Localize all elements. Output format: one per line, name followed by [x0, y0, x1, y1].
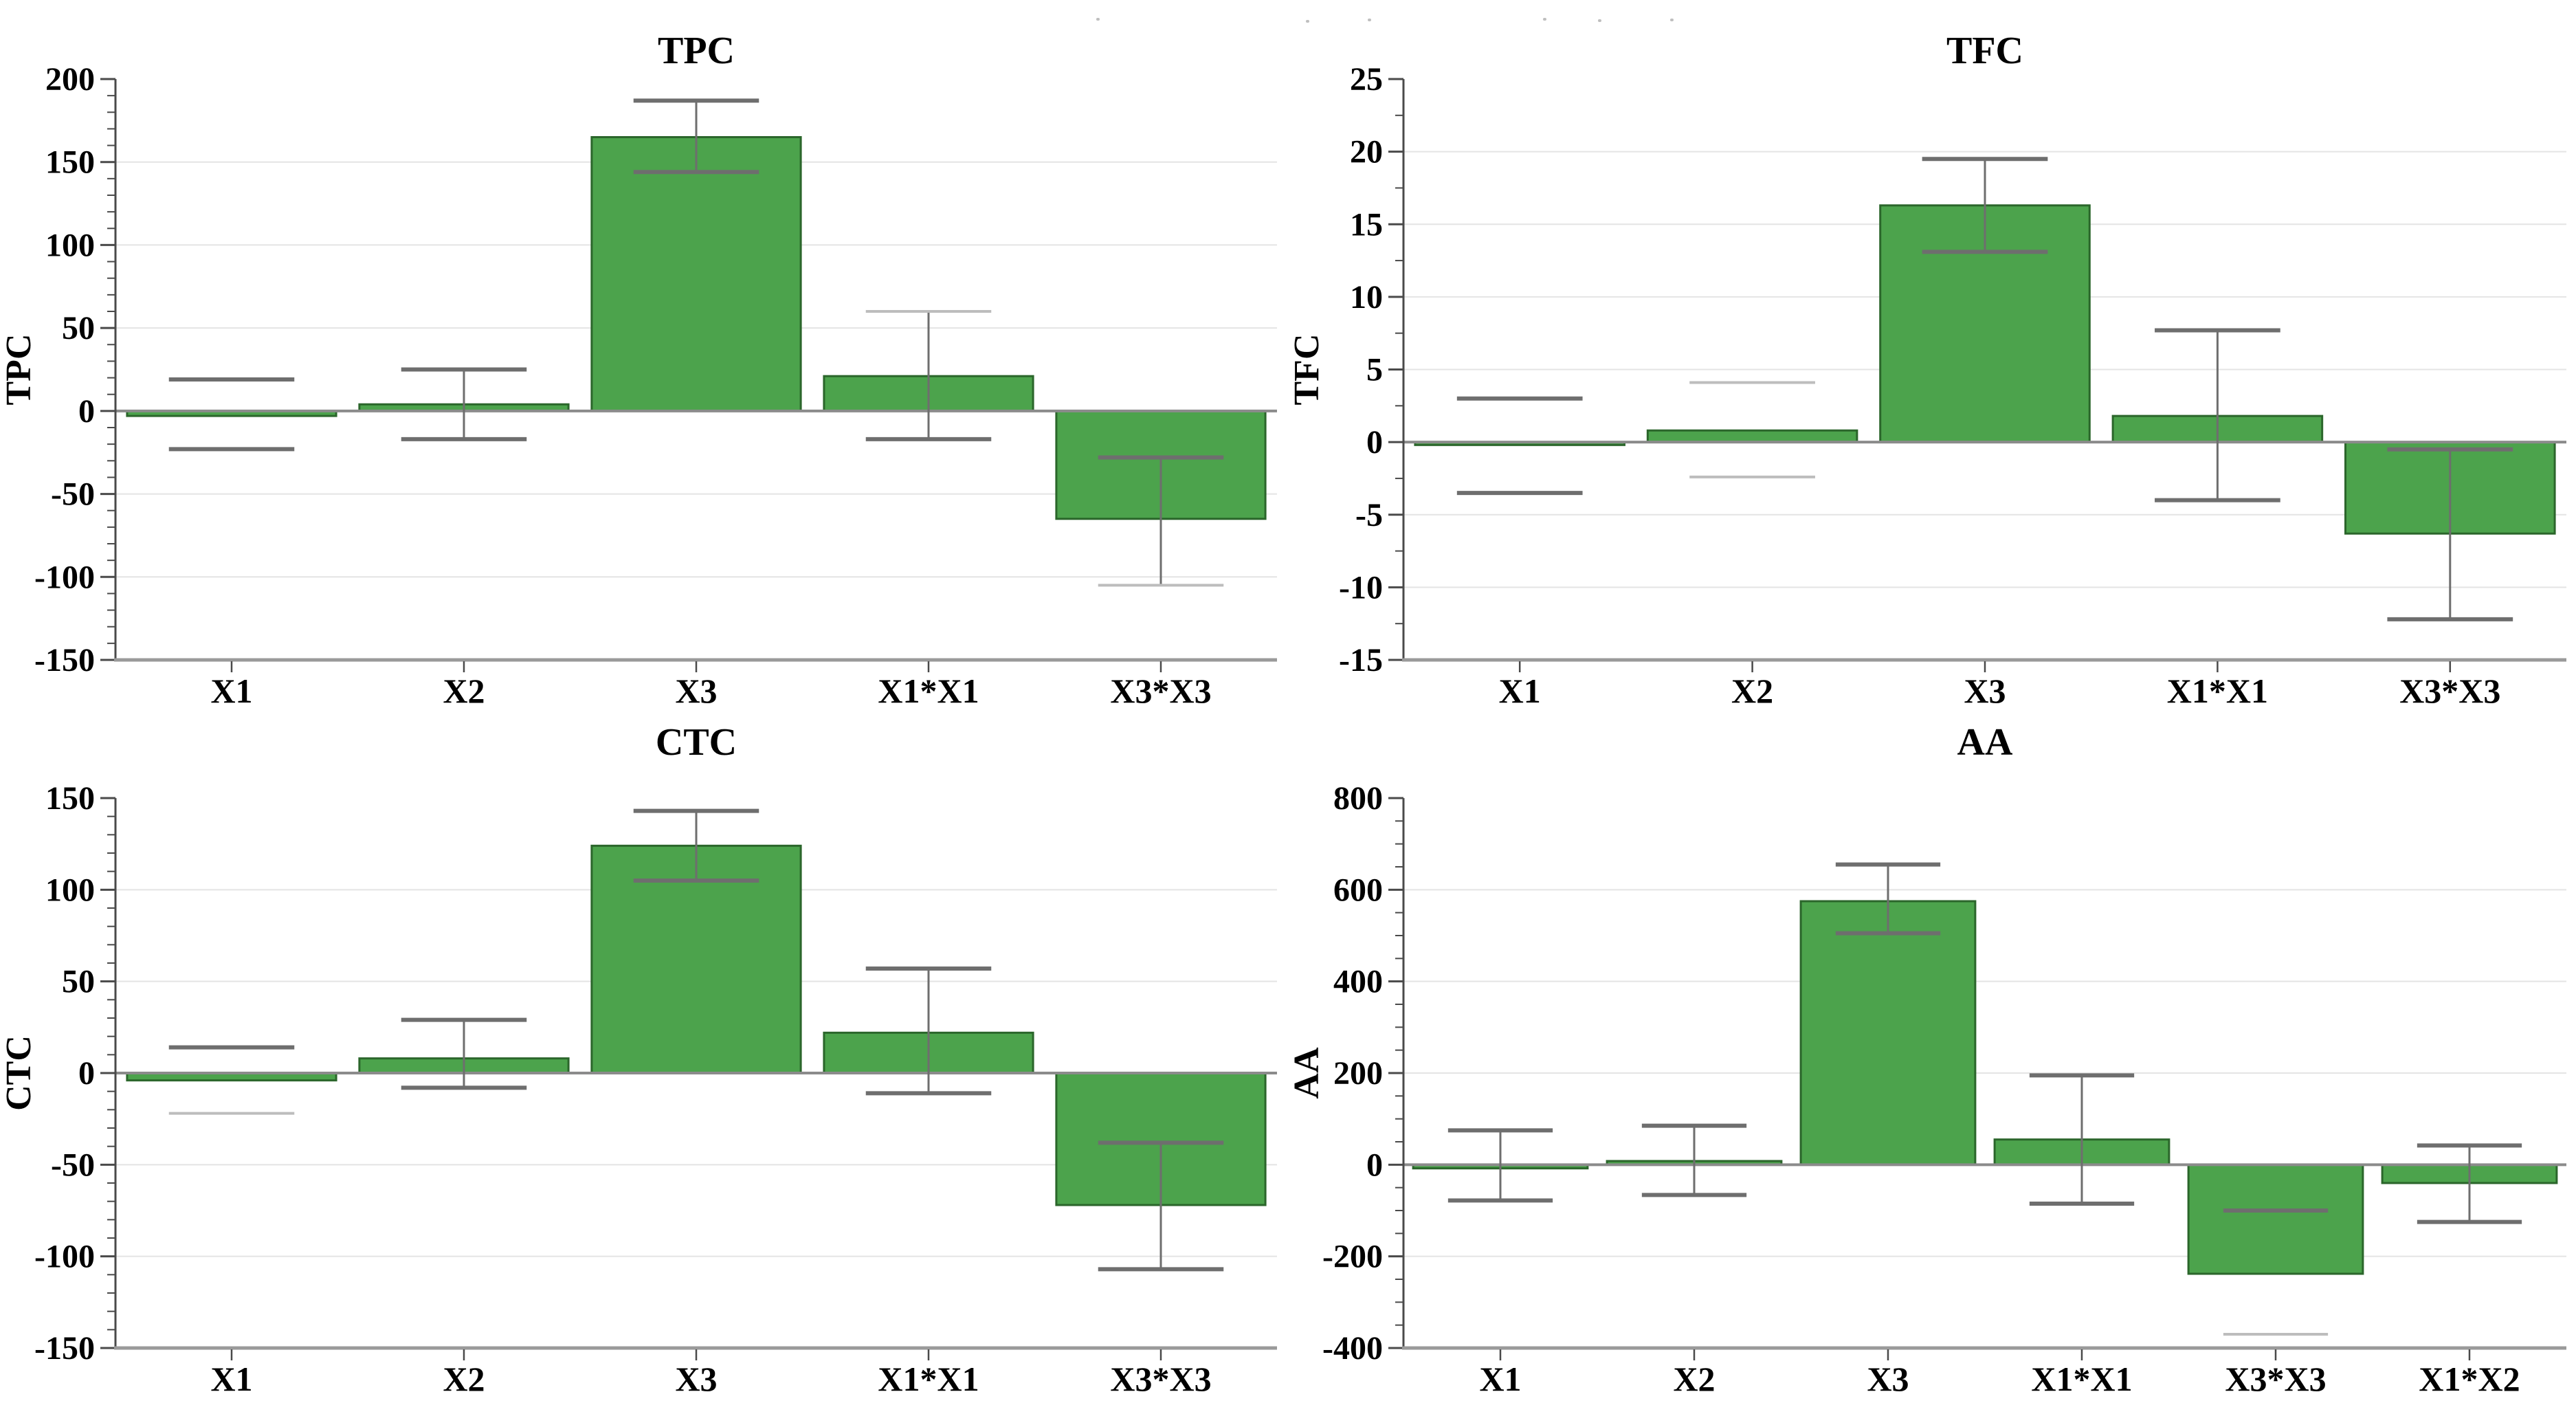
- x-category-label: X3*X3: [1110, 672, 1211, 710]
- y-tick-label: 100: [45, 227, 95, 263]
- y-tick-label: -150: [34, 1330, 95, 1367]
- x-category-label: X2: [443, 672, 485, 710]
- y-axis-label: TFC: [1288, 334, 1326, 406]
- x-category-label: X3: [1964, 672, 2006, 710]
- x-category-label: X1: [210, 1360, 252, 1398]
- x-category-label: X1*X1: [2031, 1360, 2132, 1398]
- y-tick-label: -50: [51, 1147, 95, 1183]
- artifact-dot: [1670, 19, 1674, 21]
- x-category-label: X2: [443, 1360, 485, 1398]
- y-tick-label: 400: [1333, 964, 1383, 1000]
- artifact-dot: [1543, 18, 1546, 21]
- x-category-label: X2: [1731, 672, 1773, 710]
- y-tick-label: 0: [78, 1055, 95, 1092]
- chart-title: TPC: [658, 30, 735, 72]
- y-tick-label: 10: [1350, 279, 1383, 316]
- y-axis-label: CTC: [0, 1035, 38, 1111]
- y-tick-label: 800: [1333, 780, 1383, 817]
- y-tick-label: -200: [1322, 1239, 1383, 1275]
- y-tick-label: -10: [1339, 569, 1383, 606]
- y-tick-label: -100: [34, 1239, 95, 1275]
- y-tick-label: 0: [78, 393, 95, 430]
- chart-ctc-svg: 150 100 50 0 -50 -100 -150 X1 X2 X3 X1*X1 X3*X3 CTC C…: [0, 721, 1277, 1398]
- chart-tpc-svg: 200 150 100 50 0 -50 -100 -150 X1 X2 X3 X1*X1 X3*X3 T…: [0, 30, 1277, 710]
- y-axis-label: TPC: [0, 334, 38, 406]
- artifact-dot: [1306, 20, 1309, 23]
- x-category-label: X3: [1867, 1360, 1909, 1398]
- bar-X3: [1799, 900, 1977, 1166]
- y-tick-label: 200: [1333, 1055, 1383, 1092]
- chart-title: TFC: [1946, 30, 2023, 72]
- chart-ctc: 150 100 50 0 -50 -100 -150 X1 X2 X3 X1*X1 X3*X3 CTC C…: [0, 712, 1288, 1425]
- y-tick-label: 0: [1366, 1147, 1383, 1183]
- y-tick-label: -15: [1339, 642, 1383, 678]
- chart-tpc: 200 150 100 50 0 -50 -100 -150 X1 X2 X3 X1*X1 X3*X3 T…: [0, 0, 1288, 712]
- chart-aa: 800 600 400 200 0 -200 -400 X1 X2 X3 X1*X1 X3*X3 X1*…: [1288, 712, 2576, 1425]
- chart-tfc: 25 20 15 10 5 0 -5 -10 -15 X1 X2 X3 X1*X1 X3*X3 TFC TFC: [1288, 0, 2576, 712]
- y-tick-label: 0: [1366, 424, 1383, 461]
- x-category-label: X3*X3: [1110, 1360, 1211, 1398]
- y-tick-label: 600: [1333, 872, 1383, 908]
- y-tick-label: -150: [34, 642, 95, 678]
- bar-X3: [590, 136, 802, 412]
- x-category-label: X1*X2: [2419, 1360, 2520, 1398]
- y-tick-label: 150: [45, 780, 95, 817]
- x-category-label: X3*X3: [2399, 672, 2500, 710]
- artifact-dot: [1368, 19, 1371, 21]
- y-tick-label: 20: [1350, 134, 1383, 170]
- x-category-label: X1*X1: [878, 1360, 979, 1398]
- x-category-label: X1*X1: [878, 672, 979, 710]
- y-tick-label: -100: [34, 559, 95, 595]
- chart-aa-svg: 800 600 400 200 0 -200 -400 X1 X2 X3 X1*X1 X3*X3 X1*…: [1288, 721, 2566, 1398]
- x-category-label: X1: [1479, 1360, 1521, 1398]
- y-tick-label: 150: [45, 144, 95, 181]
- x-category-label: X1: [210, 672, 252, 710]
- y-tick-label: 15: [1350, 206, 1383, 243]
- y-tick-label: 200: [45, 61, 95, 98]
- y-tick-label: 5: [1366, 352, 1383, 388]
- x-category-label: X3: [675, 1360, 717, 1398]
- y-tick-label: -5: [1355, 497, 1383, 533]
- bar-X2: [1646, 429, 1858, 443]
- chart-title: CTC: [656, 721, 737, 764]
- y-tick-label: -400: [1322, 1330, 1383, 1367]
- artifact-dot: [1598, 19, 1601, 22]
- y-tick-label: 25: [1350, 61, 1383, 98]
- y-tick-label: 100: [45, 872, 95, 908]
- y-axis-label: AA: [1288, 1047, 1326, 1099]
- chart-title: AA: [1957, 721, 2013, 764]
- x-category-label: X3: [675, 672, 717, 710]
- y-tick-label: 50: [62, 964, 95, 1000]
- y-tick-label: -50: [51, 476, 95, 513]
- artifact-dot: [1096, 18, 1100, 21]
- x-category-label: X1: [1499, 672, 1541, 710]
- x-category-label: X2: [1673, 1360, 1715, 1398]
- y-tick-label: 50: [62, 310, 95, 346]
- chart-tfc-svg: 25 20 15 10 5 0 -5 -10 -15 X1 X2 X3 X1*X1 X3*X3 TFC TFC: [1288, 30, 2566, 710]
- bar-X3*X3: [2187, 1163, 2364, 1275]
- bar-X3: [590, 844, 802, 1074]
- x-category-label: X3*X3: [2225, 1360, 2326, 1398]
- x-category-label: X1*X1: [2167, 672, 2268, 710]
